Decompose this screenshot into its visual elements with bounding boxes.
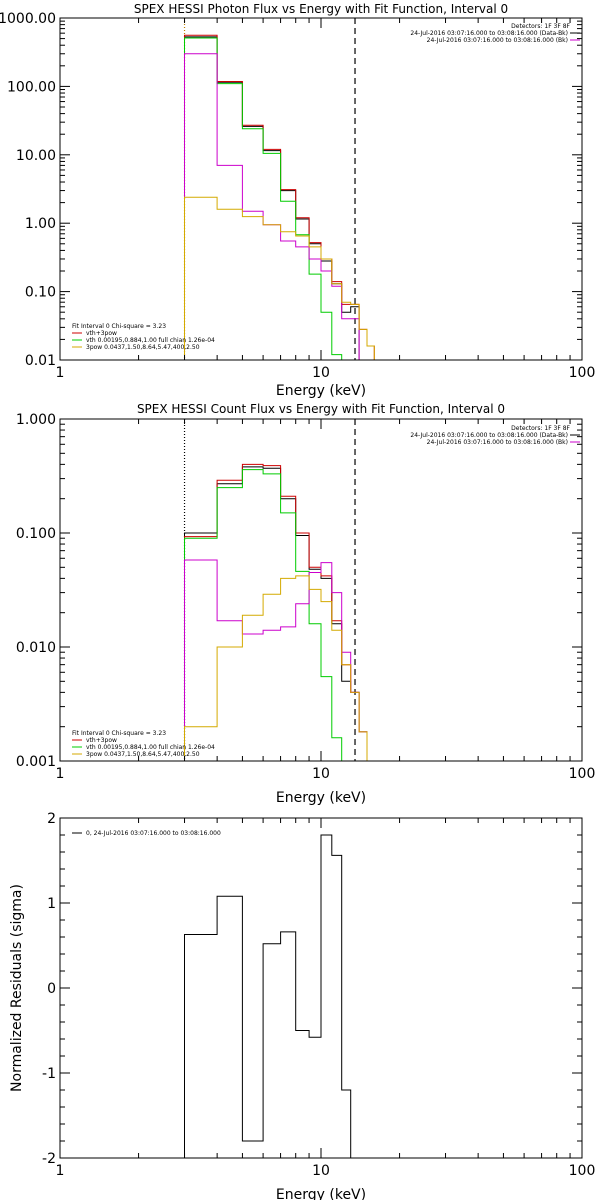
detectors-text: Detectors: 1F 3F 8F bbox=[511, 23, 570, 30]
fit-legend-line: vth 0.00195,0.884,1.00 full chian 1.26e-… bbox=[86, 337, 215, 344]
residual-legend: 0, 24-Jul-2016 03:07:16.000 to 03:08:16.… bbox=[72, 830, 221, 837]
info-line-data-bk: 24-Jul-2016 03:07:16.000 to 03:08:16.000… bbox=[410, 432, 568, 439]
fit-legend: Fit Interval 0 Chi-square = 3.23 vth+3po… bbox=[72, 323, 215, 351]
x-axis-label: Energy (keV) bbox=[276, 1187, 366, 1200]
fit-legend-line: 3pow 0.0437,1.50,8.64,5.47,400,2.50 bbox=[86, 344, 200, 351]
x-tick-label: 1 bbox=[56, 766, 65, 782]
fit-legend-line: Fit Interval 0 Chi-square = 3.23 bbox=[72, 323, 166, 330]
series-line-4 bbox=[184, 196, 394, 361]
y-tick-label: 1000.00 bbox=[0, 11, 56, 27]
y-tick-label: 0.001 bbox=[16, 754, 56, 770]
axes: 1 10 100 1000.00 100.00 10.00 1.00 0.10 0.01 bbox=[0, 11, 595, 381]
info-line-bk: 24-Jul-2016 03:07:16.000 to 03:08:16.000… bbox=[427, 439, 568, 446]
series-line-0 bbox=[184, 834, 352, 1158]
x-tick-label: 1 bbox=[56, 1163, 65, 1179]
x-tick-label: 100 bbox=[569, 365, 596, 381]
y-tick-label: -2 bbox=[42, 1151, 56, 1167]
info-line-bk: 24-Jul-2016 03:07:16.000 to 03:08:16.000… bbox=[427, 37, 568, 44]
y-tick-label: -1 bbox=[42, 1066, 56, 1082]
fit-legend-line: vth+3pow bbox=[86, 737, 117, 744]
x-tick-label: 10 bbox=[312, 1163, 330, 1179]
x-tick-label: 1 bbox=[56, 365, 65, 381]
info-box: Detectors: 1F 3F 8F 24-Jul-2016 03:07:16… bbox=[410, 23, 580, 44]
x-tick-label: 10 bbox=[312, 365, 330, 381]
y-tick-label: 10.00 bbox=[16, 148, 56, 164]
y-tick-label: 100.00 bbox=[7, 79, 56, 95]
x-tick-label: 10 bbox=[312, 766, 330, 782]
photon-flux-panel: SPEX HESSI Photon Flux vs Energy with Fi… bbox=[0, 2, 595, 399]
axes: 1 10 100 1.000 0.100 0.010 0.001 bbox=[16, 412, 595, 782]
y-tick-label: 1.000 bbox=[16, 412, 56, 428]
y-tick-label: 0 bbox=[47, 981, 56, 997]
residual-legend-text: 0, 24-Jul-2016 03:07:16.000 to 03:08:16.… bbox=[86, 830, 221, 837]
x-axis-label: Energy (keV) bbox=[276, 383, 366, 399]
x-tick-label: 100 bbox=[569, 1163, 596, 1179]
y-axis-label: Normalized Residuals (sigma) bbox=[9, 884, 25, 1092]
x-tick-label: 100 bbox=[569, 766, 596, 782]
detectors-text: Detectors: 1F 3F 8F bbox=[511, 425, 570, 432]
series-line-4 bbox=[184, 575, 394, 762]
y-tick-label: 0.01 bbox=[25, 353, 56, 369]
fit-legend-line: vth+3pow bbox=[86, 330, 117, 337]
count-flux-panel: SPEX HESSI Count Flux vs Energy with Fit… bbox=[16, 402, 595, 806]
fit-legend-line: vth 0.00195,0.884,1.00 full chian 1.26e-… bbox=[86, 744, 215, 751]
chart-title: SPEX HESSI Count Flux vs Energy with Fit… bbox=[137, 402, 505, 416]
y-tick-label: 2 bbox=[47, 811, 56, 827]
plot-area bbox=[184, 834, 352, 1158]
y-tick-label: 0.010 bbox=[16, 640, 56, 656]
fit-legend: Fit Interval 0 Chi-square = 3.23 vth+3po… bbox=[72, 730, 215, 758]
y-tick-label: 0.10 bbox=[25, 285, 56, 301]
y-tick-label: 1 bbox=[47, 896, 56, 912]
info-box: Detectors: 1F 3F 8F 24-Jul-2016 03:07:16… bbox=[410, 425, 580, 446]
info-line-data-bk: 24-Jul-2016 03:07:16.000 to 03:08:16.000… bbox=[410, 30, 568, 37]
fit-legend-line: Fit Interval 0 Chi-square = 3.23 bbox=[72, 730, 166, 737]
x-axis-label: Energy (keV) bbox=[276, 790, 366, 806]
y-tick-label: 1.00 bbox=[25, 216, 56, 232]
fit-legend-line: 3pow 0.0437,1.50,8.64,5.47,400,2.50 bbox=[86, 751, 200, 758]
y-tick-label: 0.100 bbox=[16, 526, 56, 542]
residuals-panel: Energy (keV) Normalized Residuals (sigma… bbox=[9, 811, 595, 1200]
chart-title: SPEX HESSI Photon Flux vs Energy with Fi… bbox=[134, 2, 508, 16]
